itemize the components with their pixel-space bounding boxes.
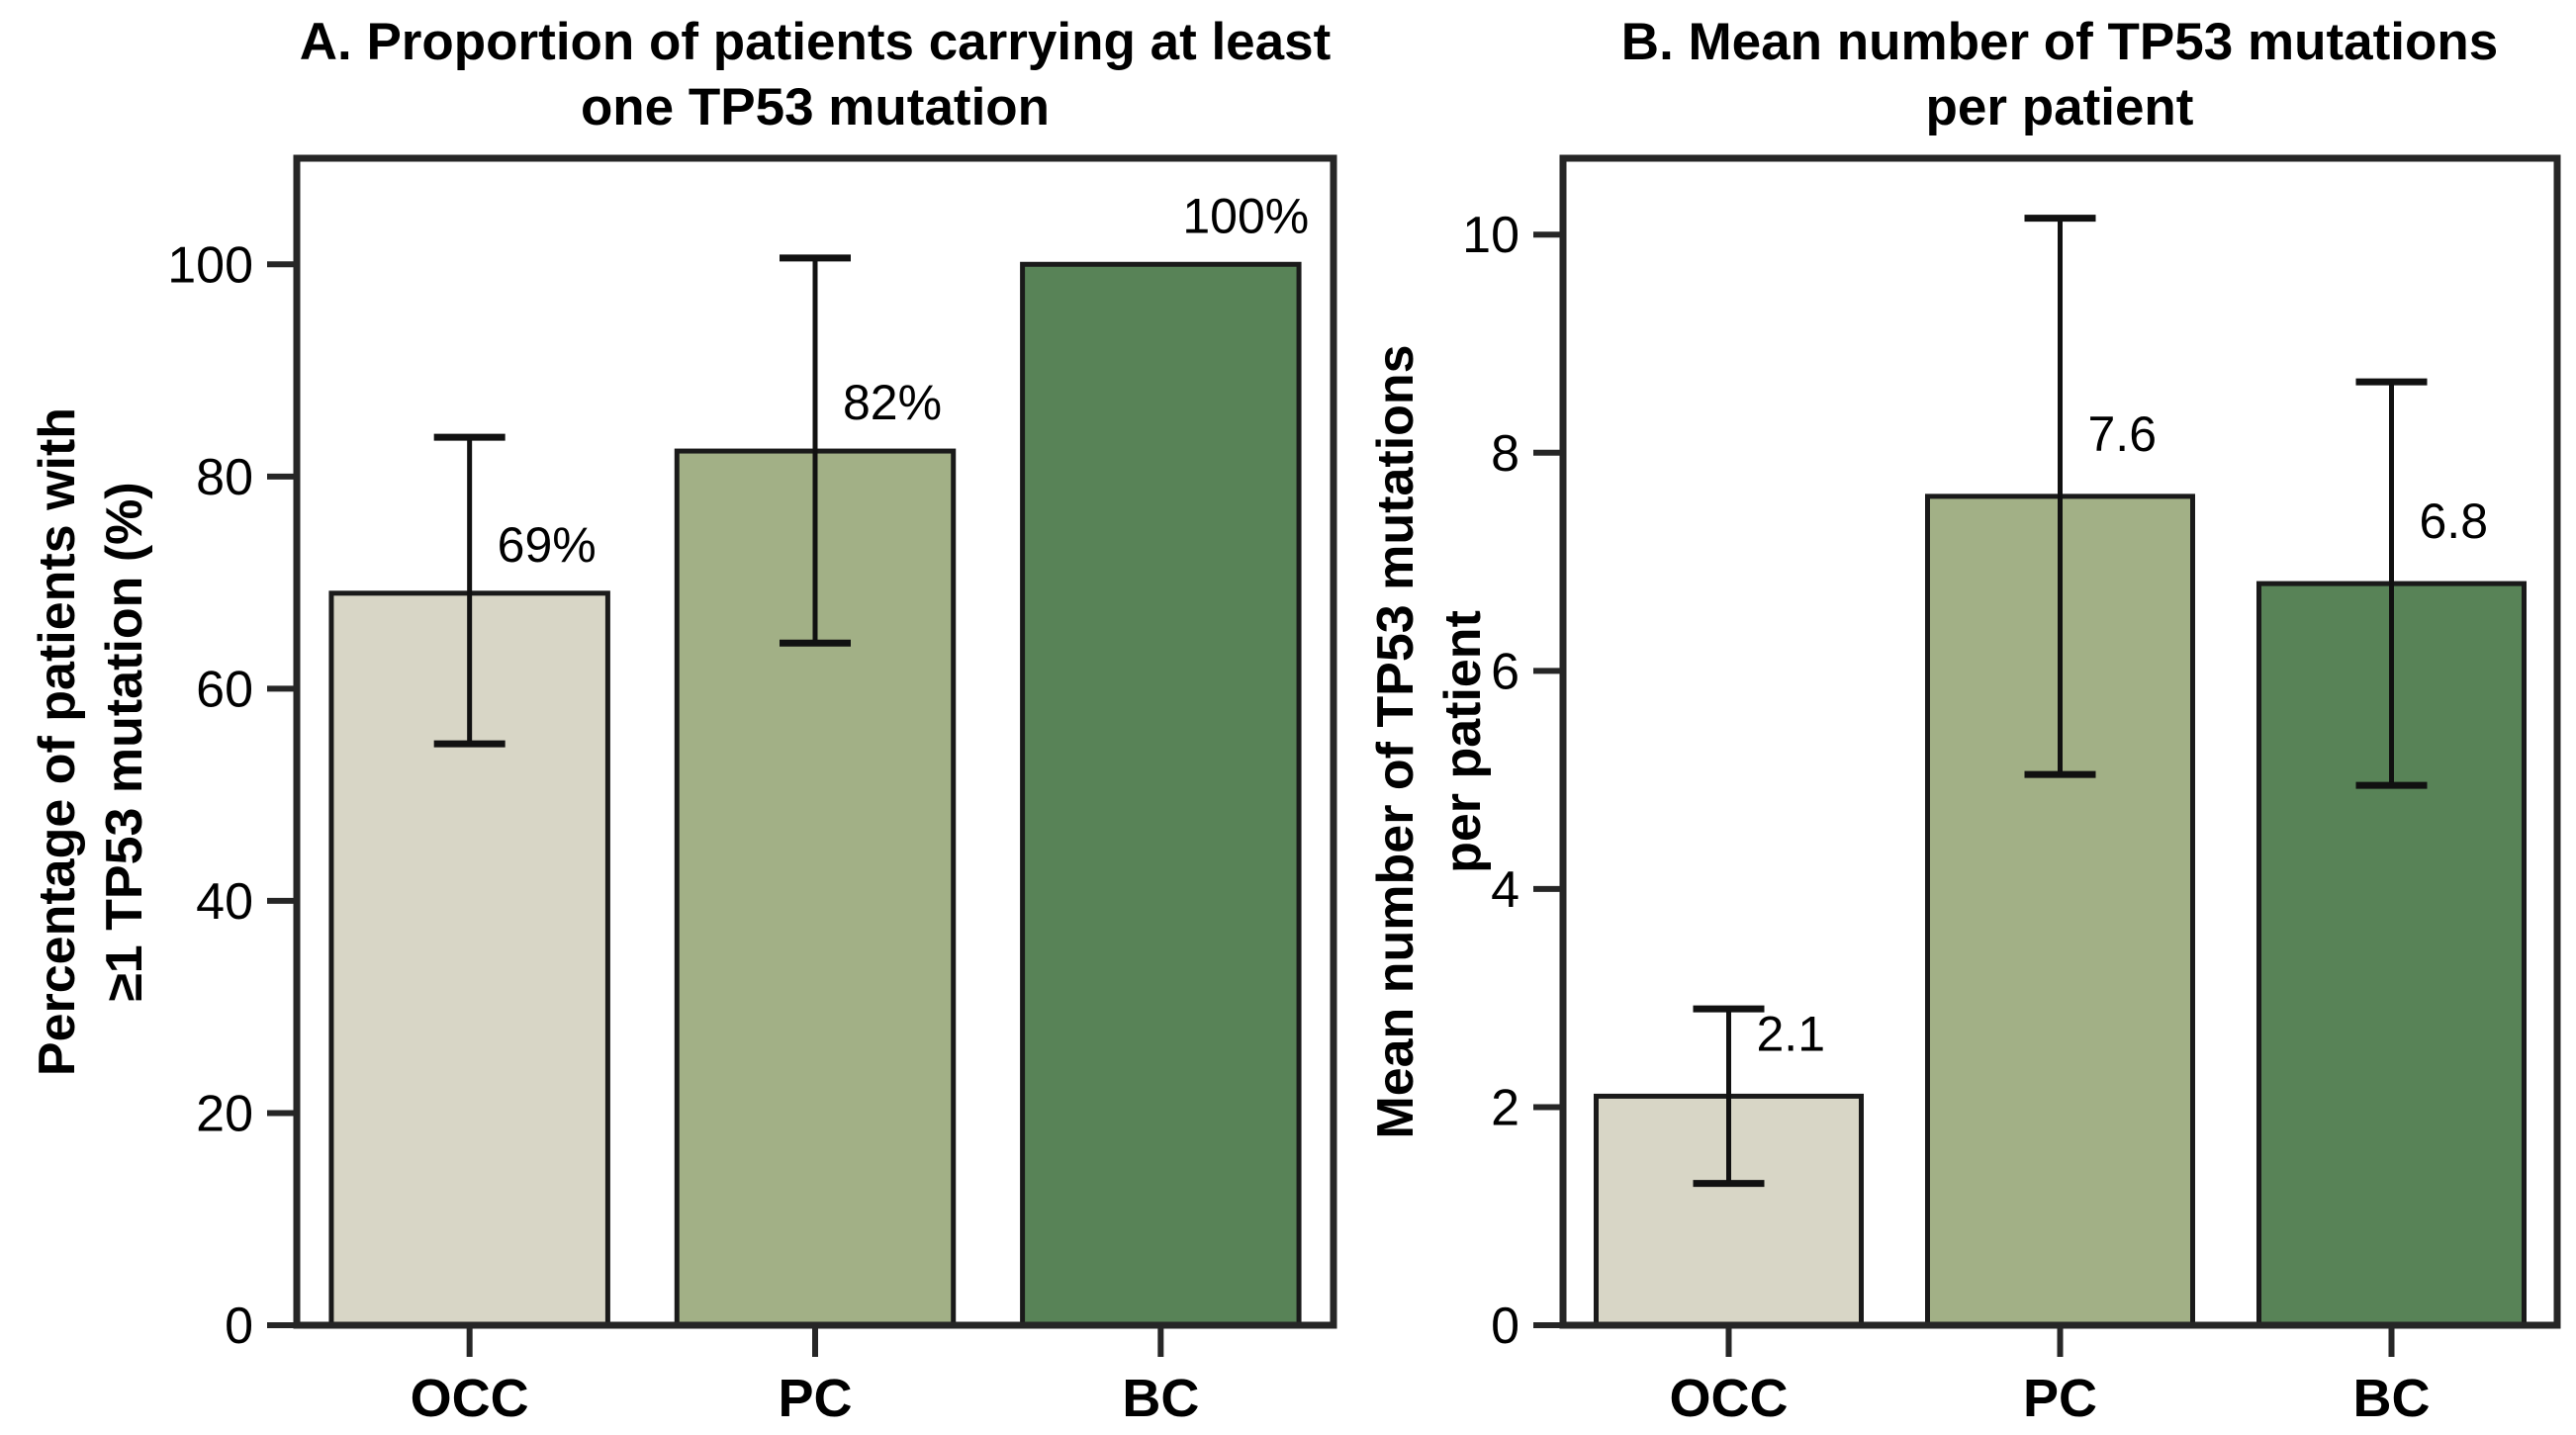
x-category-label-bc: BC [1122, 1369, 1199, 1428]
y-tick-label-0: 0 [225, 1298, 253, 1355]
bar-value-label-pc: 82% [843, 375, 942, 430]
y-tick-label-60: 60 [196, 661, 253, 718]
panel-b-title-line1: B. Mean number of TP53 mutations [1620, 13, 2499, 71]
panel-a-title-line2: one TP53 mutation [580, 78, 1051, 137]
bar-value-label-pc: 7.6 [2088, 406, 2158, 462]
y-tick-label-20: 20 [196, 1085, 253, 1142]
panel-a-chart: 0 20 40 60 80 100 69% OCC 82% PC 100% BC [167, 154, 1337, 1428]
bar-value-label-bc: 6.8 [2420, 493, 2489, 549]
x-category-label-occ: OCC [1670, 1369, 1789, 1428]
y-tick-label-80: 80 [196, 449, 253, 506]
panel-a-y-axis-title-line1: Percentage of patients with [29, 406, 86, 1077]
y-tick-label-4: 4 [1491, 861, 1519, 919]
y-tick-label-100: 100 [167, 236, 253, 294]
x-category-label-pc: PC [778, 1369, 852, 1428]
y-tick-label-2: 2 [1491, 1079, 1519, 1136]
plot-frame [1559, 154, 2561, 1329]
y-tick-label-8: 8 [1491, 425, 1519, 483]
y-tick-label-6: 6 [1491, 643, 1519, 700]
x-category-label-bc: BC [2353, 1369, 2431, 1428]
bar-value-label-occ: 69% [498, 517, 597, 573]
panel-b-chart: 0 2 4 6 8 10 2.1 OCC 7.6 PC 6.8 BC [1462, 154, 2561, 1428]
x-category-label-pc: PC [2023, 1369, 2097, 1428]
panel-b-title-line2: per patient [1925, 78, 2194, 137]
panel-a-title: A. Proportion of patients carrying at le… [222, 10, 1409, 141]
plot-frame [293, 154, 1337, 1329]
bar-bc [1020, 261, 1302, 1328]
panel-b-title: B. Mean number of TP53 mutations per pat… [1466, 10, 2576, 141]
panel-a-title-line1: A. Proportion of patients carrying at le… [299, 13, 1332, 71]
y-tick-label-40: 40 [196, 873, 253, 931]
bar-value-label-occ: 2.1 [1757, 1006, 1826, 1061]
y-tick-label-10: 10 [1462, 207, 1519, 264]
x-category-label-occ: OCC [411, 1369, 529, 1428]
y-tick-label-0: 0 [1491, 1298, 1519, 1355]
bar-value-label-bc: 100% [1182, 188, 1309, 243]
